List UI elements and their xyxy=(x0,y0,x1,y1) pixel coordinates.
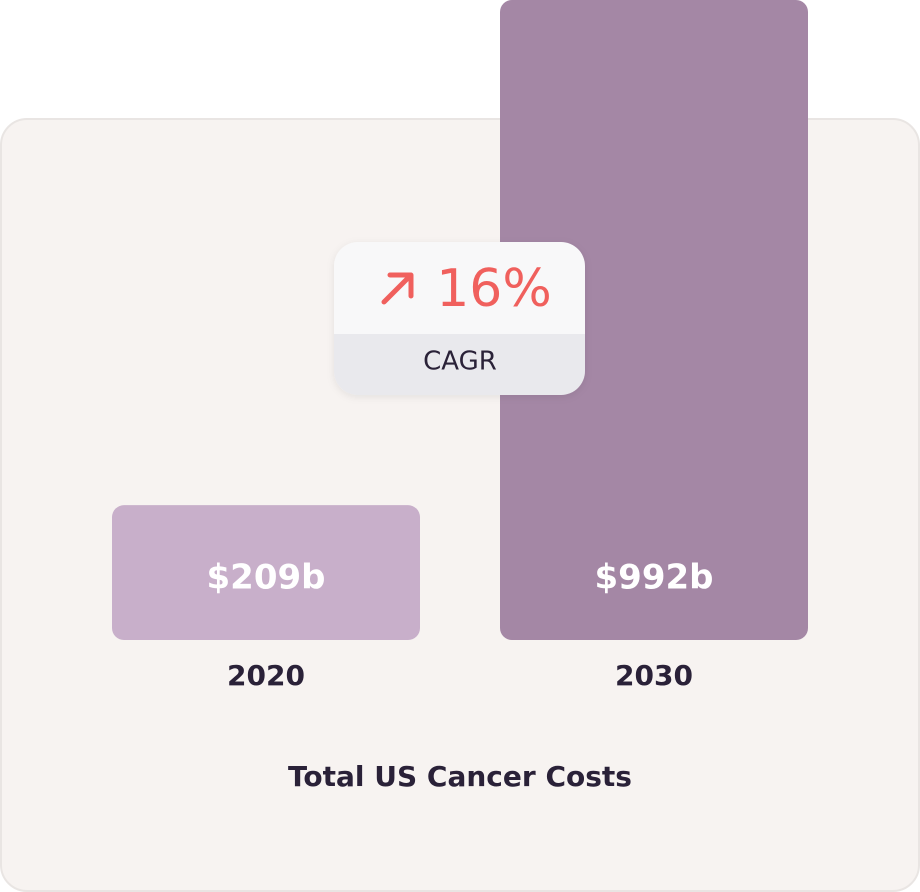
bar xyxy=(500,0,808,640)
badge-bottom xyxy=(334,334,585,395)
cagr-label: CAGR xyxy=(423,347,497,377)
up-arrow xyxy=(381,272,414,305)
bars: $209b 2020 $992b 2030 xyxy=(112,0,808,692)
value-label: $209b xyxy=(207,558,326,598)
x-tick-label: 2030 xyxy=(615,659,693,692)
badge-top xyxy=(334,242,585,334)
bar xyxy=(112,505,420,640)
x-tick-label: 2020 xyxy=(227,659,305,692)
cagr-badge: 16% CAGR xyxy=(334,242,585,395)
chart-title: Total US Cancer Costs xyxy=(288,760,632,793)
cagr-value: 16% xyxy=(436,259,552,319)
value-label: $992b xyxy=(595,558,714,598)
